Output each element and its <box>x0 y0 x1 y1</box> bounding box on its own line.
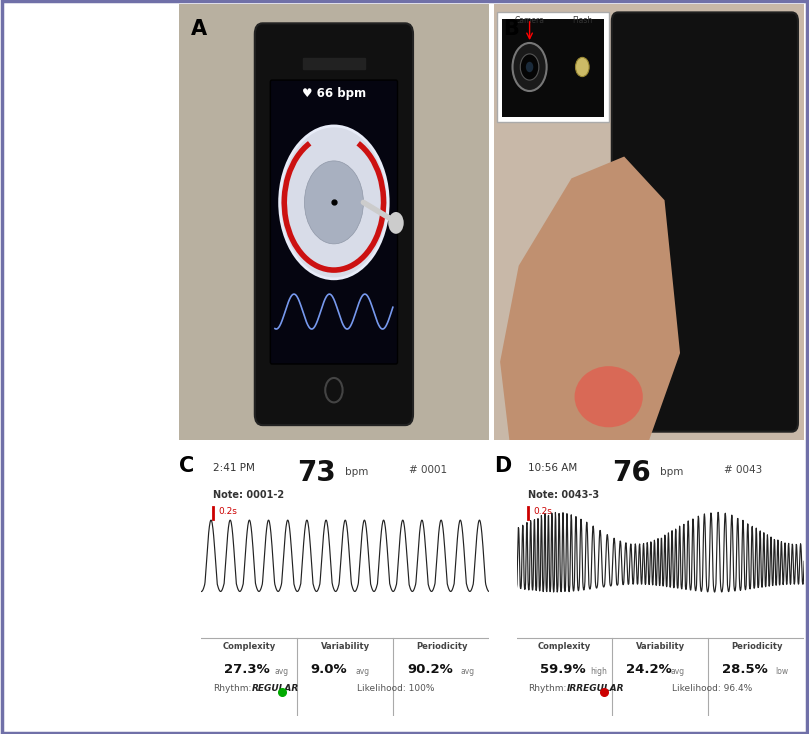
Text: 2:41 PM: 2:41 PM <box>213 463 255 473</box>
Text: 10:56 AM: 10:56 AM <box>528 463 578 473</box>
Text: 1 minute.: 1 minute. <box>15 497 65 506</box>
Text: # 0043: # 0043 <box>723 465 762 475</box>
Text: avg: avg <box>275 666 289 676</box>
Text: bpm: bpm <box>345 468 369 477</box>
Text: 27.3%: 27.3% <box>224 663 270 676</box>
Text: avg: avg <box>460 666 474 676</box>
Text: Exemple: Exemple <box>15 611 59 619</box>
Circle shape <box>513 43 547 91</box>
Text: B: B <box>503 19 519 39</box>
Ellipse shape <box>574 366 643 427</box>
Text: digitale couplé: digitale couplé <box>15 179 98 189</box>
Text: avg: avg <box>671 666 684 676</box>
FancyBboxPatch shape <box>255 23 413 425</box>
Text: sinusal.: sinusal. <box>15 553 55 562</box>
Text: Figure 3 :: Figure 3 : <box>15 73 69 84</box>
Text: Note: 0001-2: Note: 0001-2 <box>213 490 284 500</box>
Text: de courbe irrégulière: de courbe irrégulière <box>15 639 124 648</box>
Text: Complexity: Complexity <box>222 642 276 651</box>
Text: # 0001: # 0001 <box>409 465 447 475</box>
Polygon shape <box>500 156 680 440</box>
Text: 9.0%: 9.0% <box>311 663 347 676</box>
Text: Exemple de courbe: Exemple de courbe <box>15 497 112 506</box>
Text: Rhythm:: Rhythm: <box>213 684 252 693</box>
Text: lors d’une FA: lors d’une FA <box>15 666 82 675</box>
Text: D: D <box>493 456 511 476</box>
Text: Photapléthysmographie: Photapléthysmographie <box>15 144 148 154</box>
Text: REGULAR: REGULAR <box>252 684 299 693</box>
Text: C: C <box>179 456 194 476</box>
FancyBboxPatch shape <box>270 80 397 364</box>
Text: bpm: bpm <box>660 468 684 477</box>
Text: Flash: Flash <box>572 16 592 25</box>
Text: low: low <box>775 666 789 676</box>
Text: de détection de la FA.: de détection de la FA. <box>15 250 136 260</box>
Text: 76: 76 <box>612 459 651 487</box>
Text: Position du doigt: Position du doigt <box>15 385 103 394</box>
Text: du Smartphone.: du Smartphone. <box>15 316 98 324</box>
Circle shape <box>526 62 533 72</box>
Text: Periodicity: Periodicity <box>416 642 468 651</box>
Text: sur l’objectif: sur l’objectif <box>15 413 80 422</box>
Text: Variability: Variability <box>636 642 685 651</box>
Text: Système de: Système de <box>15 109 80 119</box>
Text: et le flash: et le flash <box>15 441 67 450</box>
Text: 28.5%: 28.5% <box>722 663 768 676</box>
Text: B: B <box>15 356 24 366</box>
FancyBboxPatch shape <box>612 12 798 432</box>
Circle shape <box>575 57 589 76</box>
Text: pendant au moins: pendant au moins <box>15 469 108 478</box>
Text: Complexity: Complexity <box>537 642 591 651</box>
Bar <box>502 19 604 117</box>
Bar <box>303 58 365 69</box>
Text: D: D <box>15 584 25 594</box>
Circle shape <box>520 54 539 80</box>
Text: 59.9%: 59.9% <box>540 663 585 676</box>
Circle shape <box>388 212 404 234</box>
Circle shape <box>304 161 363 244</box>
Text: 90.2%: 90.2% <box>407 663 453 676</box>
Text: Rhythm:: Rhythm: <box>528 684 566 693</box>
Text: 24.2%: 24.2% <box>626 663 671 676</box>
Text: Camera: Camera <box>515 16 544 25</box>
Bar <box>497 12 608 122</box>
Text: Likelihood: 100%: Likelihood: 100% <box>357 684 434 693</box>
Text: à son algorithme: à son algorithme <box>15 214 108 225</box>
Text: Periodicity: Periodicity <box>731 642 782 651</box>
Text: 0.2s: 0.2s <box>218 507 238 516</box>
Text: C: C <box>15 470 23 480</box>
Text: régulière d’un rythme: régulière d’un rythme <box>15 525 128 534</box>
Text: A: A <box>191 19 207 39</box>
Text: Note: 0043-3: Note: 0043-3 <box>528 490 599 500</box>
Text: avg: avg <box>355 666 370 676</box>
Text: Interface: Interface <box>15 288 62 297</box>
Text: 73: 73 <box>297 459 336 487</box>
Text: 0.2s: 0.2s <box>534 507 553 516</box>
Text: ♥ 66 bpm: ♥ 66 bpm <box>302 87 366 100</box>
Text: high: high <box>590 666 607 676</box>
Circle shape <box>280 126 388 279</box>
Polygon shape <box>562 170 649 418</box>
Text: Variability: Variability <box>320 642 370 651</box>
Text: IRREGULAR: IRREGULAR <box>567 684 625 693</box>
Text: A: A <box>15 261 24 271</box>
Text: Likelihood: 96.4%: Likelihood: 96.4% <box>671 684 752 693</box>
